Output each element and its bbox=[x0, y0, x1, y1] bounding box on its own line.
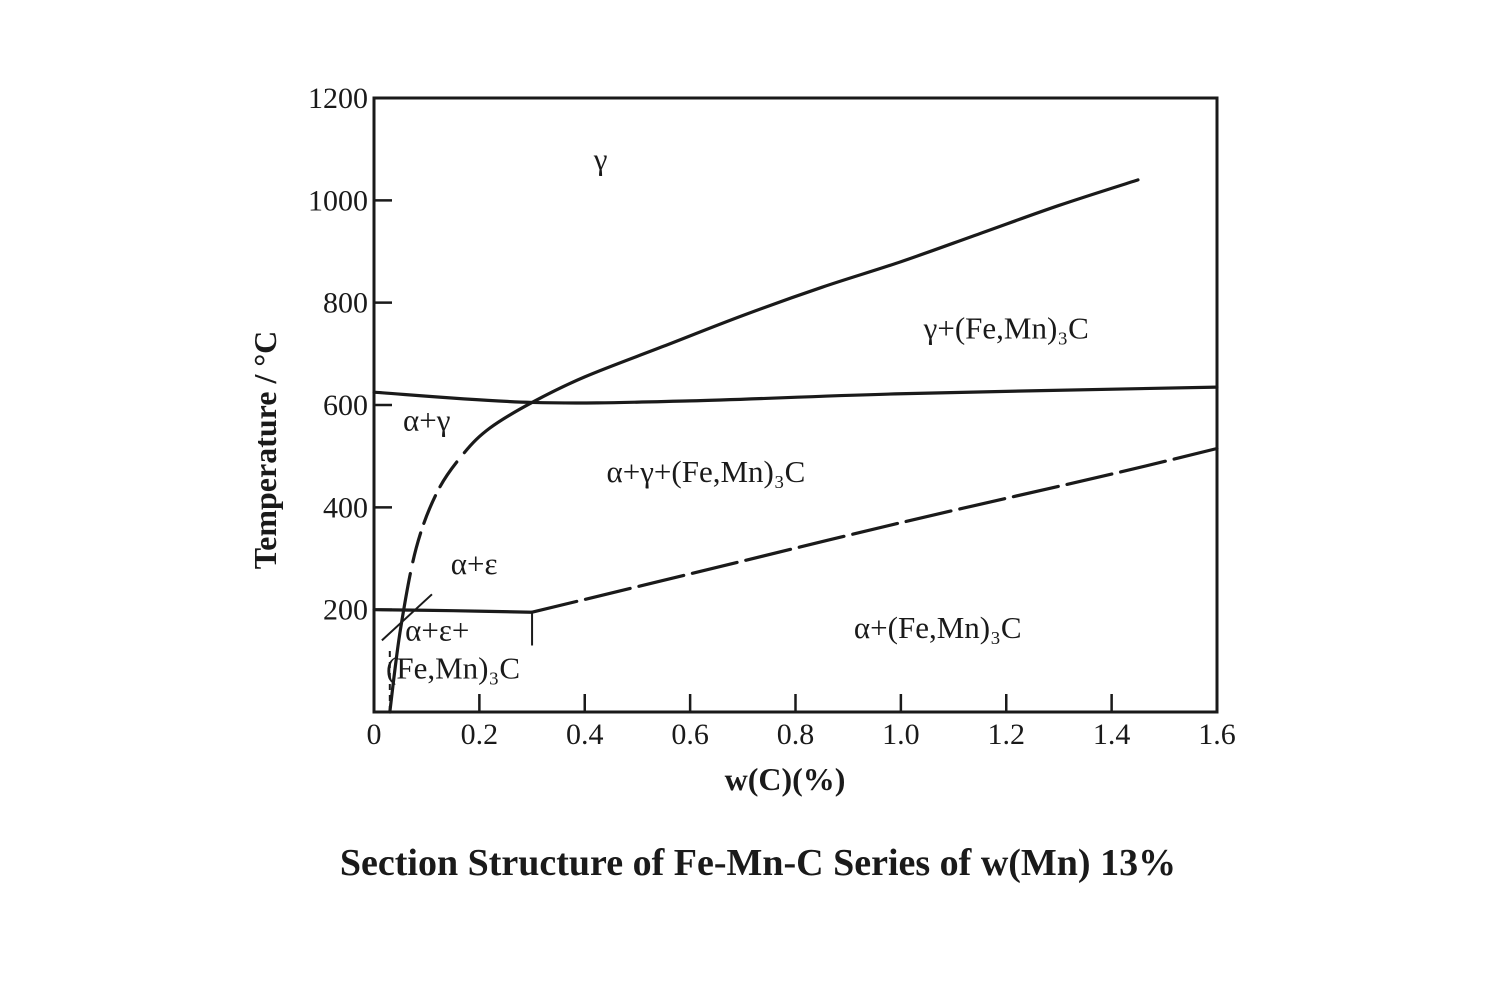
phase-region-label: α+γ bbox=[403, 403, 450, 438]
y-tick-label: 1200 bbox=[308, 82, 368, 115]
phase-region-label: γ+(Fe,Mn)₃C bbox=[923, 310, 1089, 345]
x-tick-label: 0.6 bbox=[671, 718, 709, 751]
figure-caption: Section Structure of Fe-Mn-C Series of w… bbox=[340, 842, 1176, 884]
eutectoid-lower-line bbox=[530, 446, 1219, 614]
phase-region-label: γ bbox=[593, 142, 608, 177]
gamma-solvus-curve bbox=[388, 178, 1140, 714]
y-tick-label: 800 bbox=[323, 287, 368, 320]
x-axis-title: w(C)(%) bbox=[725, 761, 846, 797]
x-tick-label: 0.8 bbox=[777, 718, 815, 751]
x-tick-label: 0 bbox=[367, 718, 382, 751]
x-tick-label: 0.4 bbox=[566, 718, 604, 751]
plot-frame bbox=[372, 96, 1219, 714]
x-tick-label: 1.6 bbox=[1198, 718, 1236, 751]
x-tick-label: 0.2 bbox=[461, 718, 499, 751]
phase-region-label: α+ε+ bbox=[405, 612, 469, 647]
phase-region-label: (Fe,Mn)₃C bbox=[386, 651, 520, 686]
x-tick-label: 1.4 bbox=[1093, 718, 1131, 751]
x-tick-label: 1.2 bbox=[988, 718, 1026, 751]
y-tick-label: 1000 bbox=[308, 184, 368, 217]
y-tick-label: 200 bbox=[323, 594, 368, 627]
y-axis-title: Temperature / °C bbox=[247, 331, 283, 570]
phase-region-label: α+(Fe,Mn)₃C bbox=[854, 610, 1022, 645]
y-tick-label: 400 bbox=[323, 491, 368, 524]
eutectoid-upper-line bbox=[372, 385, 1219, 405]
phase-region-label: α+ε bbox=[451, 546, 498, 581]
y-tick-label: 600 bbox=[323, 389, 368, 422]
epsilon-diagonal-line bbox=[381, 593, 433, 642]
phase-region-label: α+γ+(Fe,Mn)₃C bbox=[607, 454, 806, 489]
x-tick-label: 1.0 bbox=[882, 718, 920, 751]
